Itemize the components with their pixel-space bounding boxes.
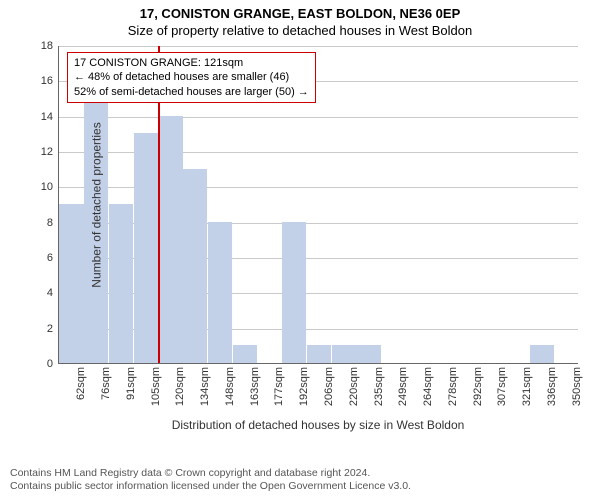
x-tick-label: 206sqm — [323, 367, 335, 406]
x-tick-label: 134sqm — [199, 367, 211, 406]
y-tick-label: 4 — [47, 287, 59, 299]
x-tick-label: 321sqm — [521, 367, 533, 406]
plot-area: 02468101214161862sqm76sqm91sqm105sqm120s… — [58, 46, 578, 364]
histogram-bar — [208, 222, 232, 363]
histogram-bar — [109, 204, 133, 363]
histogram-bar — [183, 169, 207, 363]
y-tick-label: 16 — [41, 75, 59, 87]
gridline — [59, 117, 578, 118]
annotation-line1: 17 CONISTON GRANGE: 121sqm — [74, 56, 309, 70]
y-tick-label: 10 — [41, 181, 59, 193]
histogram-bar — [307, 345, 331, 363]
page-title-line2: Size of property relative to detached ho… — [0, 21, 600, 38]
x-tick-label: 120sqm — [174, 367, 186, 406]
x-tick-label: 91sqm — [125, 367, 137, 400]
histogram-bar — [233, 345, 257, 363]
y-tick-label: 6 — [47, 252, 59, 264]
y-axis-label: Number of detached properties — [90, 122, 104, 287]
histogram-bar — [356, 345, 380, 363]
x-tick-label: 177sqm — [273, 367, 285, 406]
x-tick-label: 278sqm — [447, 367, 459, 406]
x-tick-label: 235sqm — [373, 367, 385, 406]
y-tick-label: 0 — [47, 358, 59, 370]
annotation-line3: 52% of semi-detached houses are larger (… — [74, 85, 309, 99]
x-tick-label: 264sqm — [422, 367, 434, 406]
x-tick-label: 76sqm — [100, 367, 112, 400]
histogram-bar — [282, 222, 306, 363]
x-tick-label: 350sqm — [571, 367, 583, 406]
x-tick-label: 163sqm — [249, 367, 261, 406]
page-title-line1: 17, CONISTON GRANGE, EAST BOLDON, NE36 0… — [0, 0, 600, 21]
x-tick-label: 148sqm — [224, 367, 236, 406]
x-axis-label: Distribution of detached houses by size … — [172, 418, 465, 432]
x-tick-label: 220sqm — [348, 367, 360, 406]
y-tick-label: 12 — [41, 146, 59, 158]
x-tick-label: 292sqm — [472, 367, 484, 406]
histogram-bar — [59, 204, 83, 363]
y-tick-label: 18 — [41, 40, 59, 52]
x-tick-label: 192sqm — [298, 367, 310, 406]
x-tick-label: 307sqm — [496, 367, 508, 406]
histogram-bar — [134, 133, 158, 363]
x-tick-label: 105sqm — [150, 367, 162, 406]
annotation-box: 17 CONISTON GRANGE: 121sqm← 48% of detac… — [67, 52, 316, 103]
footer-line2: Contains public sector information licen… — [10, 480, 411, 494]
x-tick-label: 336sqm — [546, 367, 558, 406]
annotation-line2: ← 48% of detached houses are smaller (46… — [74, 70, 309, 84]
histogram-bar — [158, 116, 182, 363]
footer-attribution: Contains HM Land Registry data © Crown c… — [10, 467, 411, 494]
y-tick-label: 14 — [41, 111, 59, 123]
histogram-bar — [332, 345, 356, 363]
x-tick-label: 62sqm — [75, 367, 87, 400]
gridline — [59, 46, 578, 47]
histogram-chart: 02468101214161862sqm76sqm91sqm105sqm120s… — [58, 46, 578, 364]
histogram-bar — [530, 345, 554, 363]
y-tick-label: 2 — [47, 323, 59, 335]
y-tick-label: 8 — [47, 217, 59, 229]
x-tick-label: 249sqm — [397, 367, 409, 406]
footer-line1: Contains HM Land Registry data © Crown c… — [10, 467, 411, 481]
